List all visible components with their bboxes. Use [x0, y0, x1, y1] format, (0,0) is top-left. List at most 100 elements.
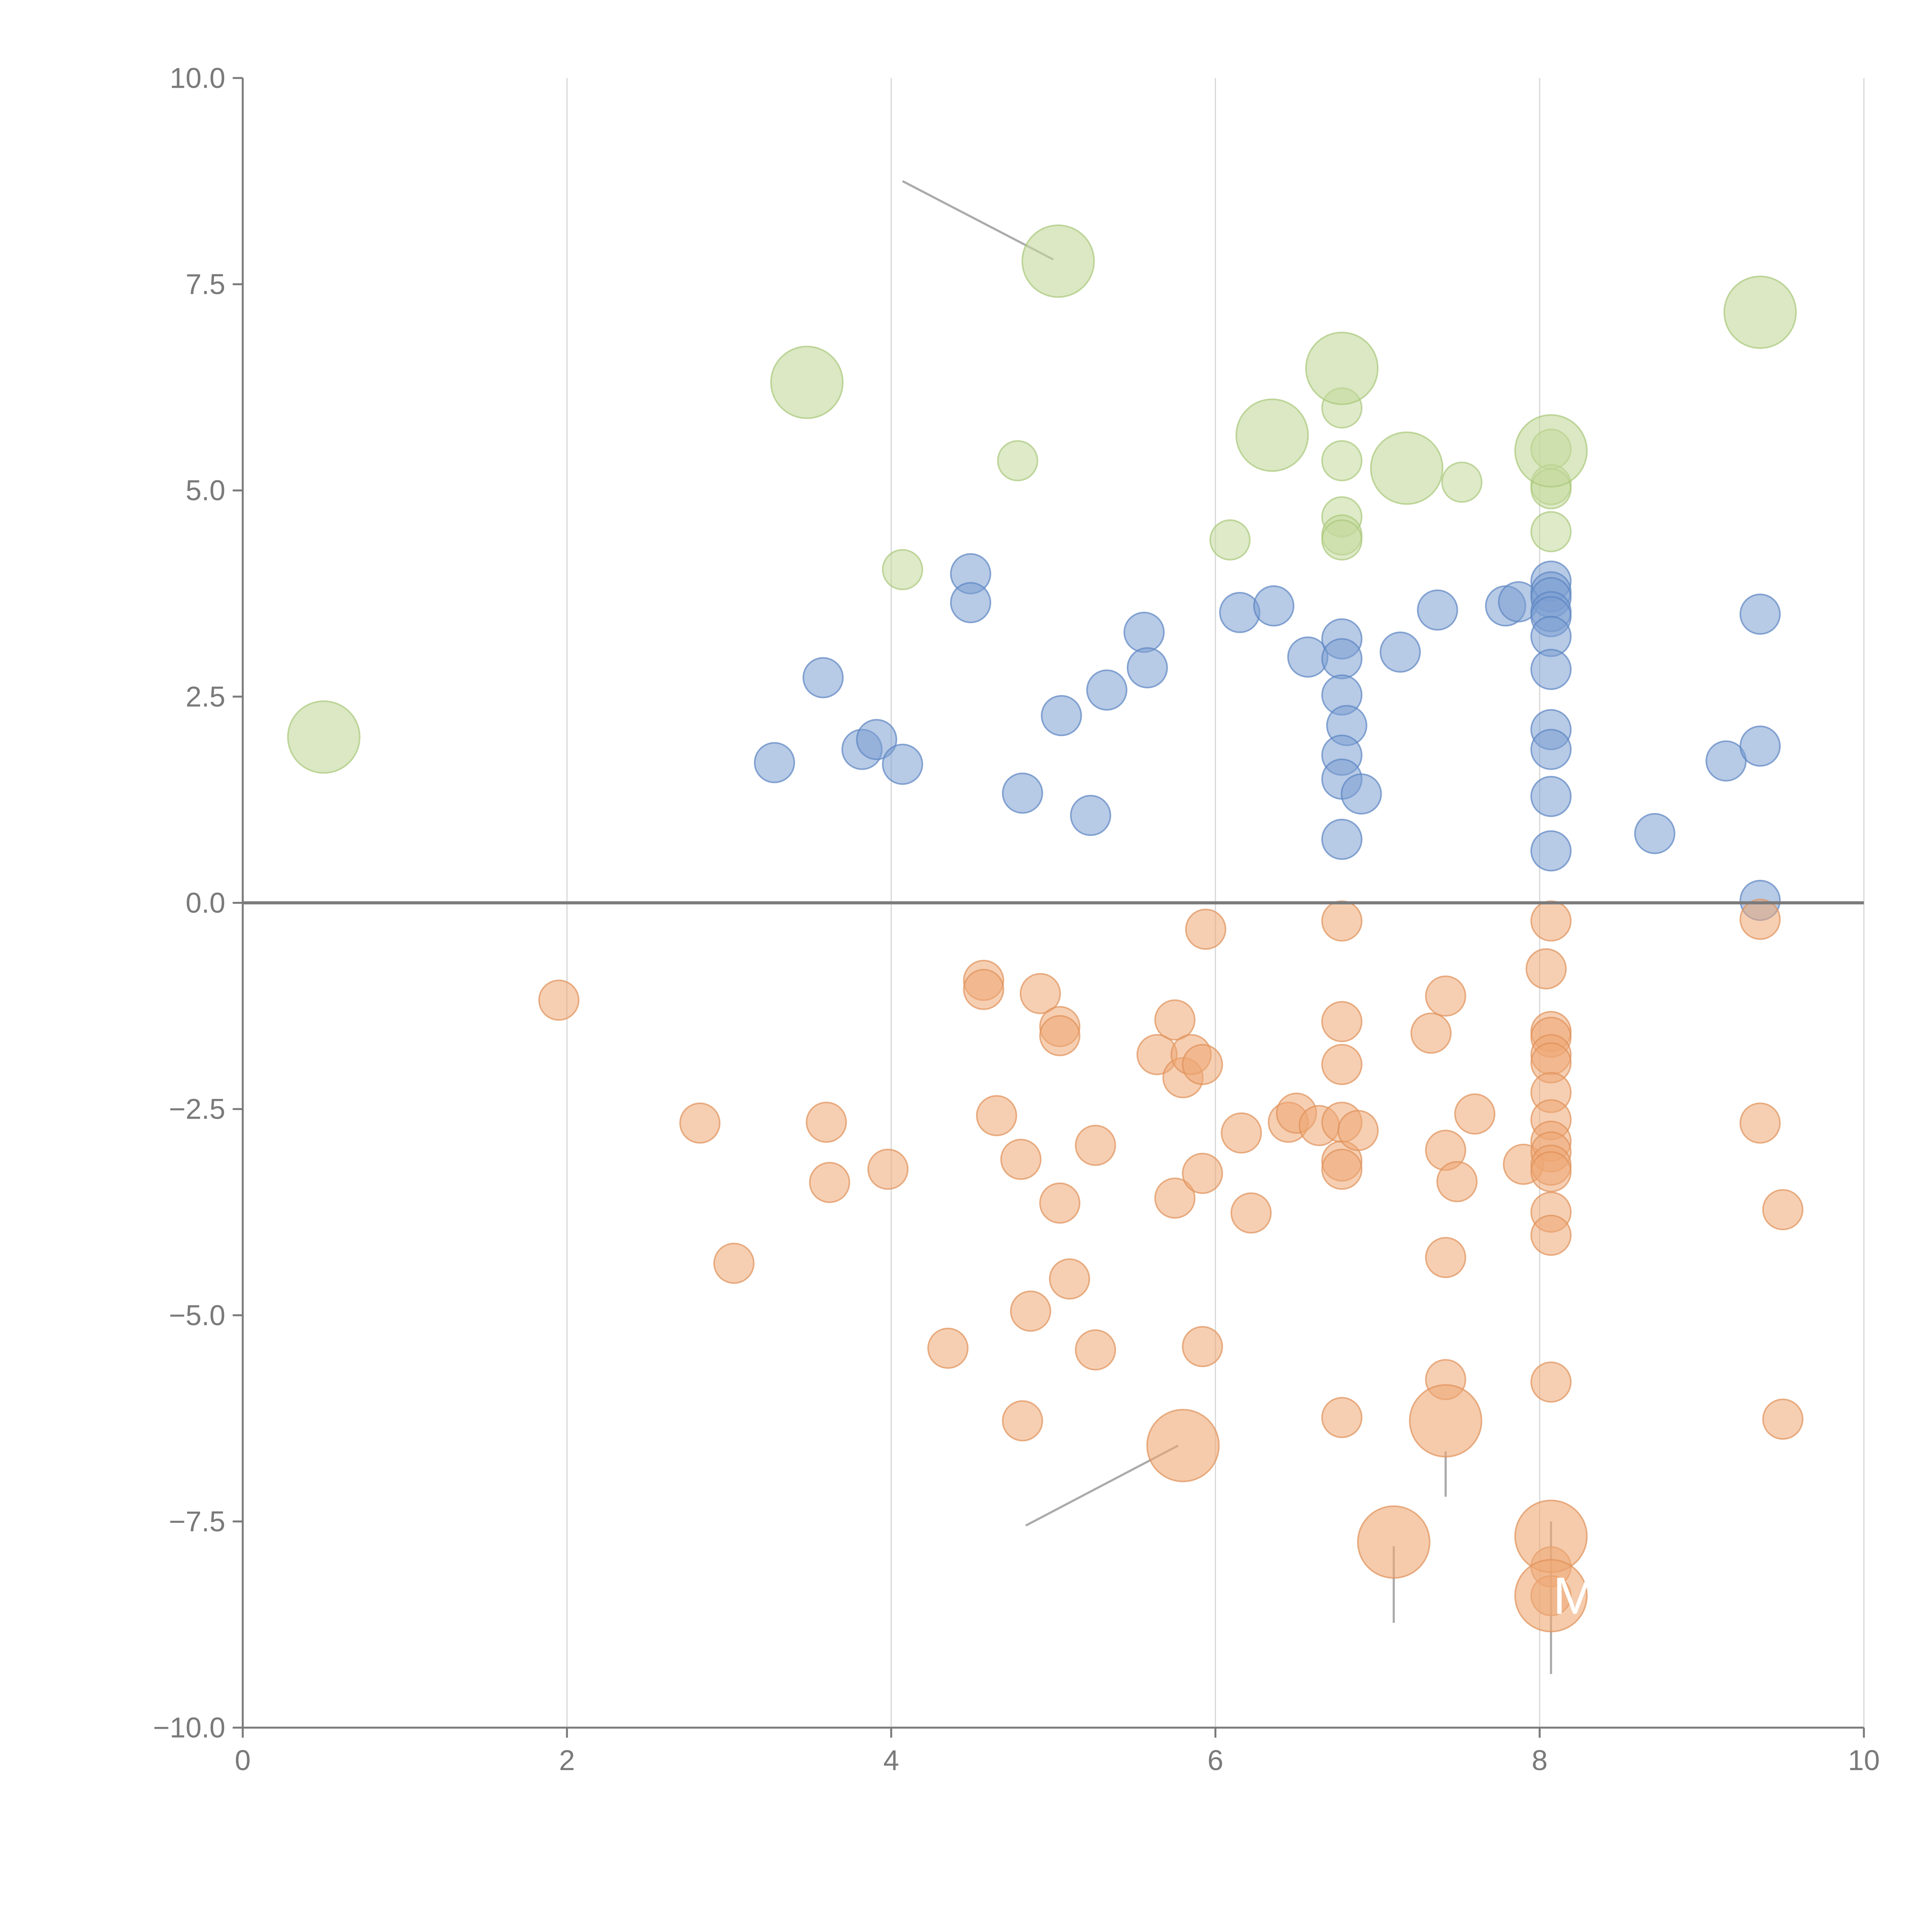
data-point-orange	[1321, 900, 1363, 942]
data-point-green	[1441, 461, 1483, 503]
data-point-orange	[1010, 1290, 1051, 1332]
y-tick-label: 0.0	[185, 887, 225, 919]
annotations: M	[1553, 1566, 1597, 1625]
data-point-orange	[1075, 1124, 1116, 1166]
large-bubbles	[287, 224, 1797, 1633]
data-point-orange	[1762, 1398, 1804, 1440]
data-point-blue	[1123, 612, 1165, 653]
data-point-orange	[963, 969, 1004, 1010]
x-tick-label: 10	[1848, 1744, 1880, 1776]
data-point-orange	[1182, 1326, 1223, 1367]
data-point-orange	[1321, 1397, 1363, 1438]
data-point-orange	[1182, 1044, 1223, 1085]
data-point-orange	[1185, 908, 1226, 950]
data-point-orange	[1221, 1112, 1262, 1154]
data-bubble	[287, 700, 361, 774]
data-point-orange	[1049, 1258, 1090, 1300]
data-point-orange	[1762, 1189, 1804, 1230]
data-points	[538, 387, 1804, 1616]
data-point-orange	[1321, 1148, 1363, 1190]
data-point-blue	[1070, 794, 1111, 836]
data-point-orange	[1436, 1161, 1478, 1202]
data-point-orange	[1425, 975, 1466, 1017]
data-point-orange	[1182, 1153, 1223, 1194]
x-tick-label: 4	[883, 1744, 899, 1776]
data-point-orange	[809, 1162, 850, 1203]
data-point-orange	[867, 1148, 909, 1190]
data-point-orange	[976, 1095, 1017, 1136]
data-point-green	[882, 549, 923, 590]
data-point-blue	[1002, 772, 1043, 814]
data-point-blue	[1127, 647, 1168, 689]
data-point-blue	[1321, 638, 1363, 679]
data-point-orange	[1337, 1110, 1379, 1151]
data-point-blue	[1340, 773, 1382, 815]
data-point-blue	[1634, 813, 1675, 854]
data-point-blue	[1530, 729, 1572, 770]
x-tick-label: 2	[559, 1744, 575, 1776]
data-point-blue	[1530, 649, 1572, 690]
y-tick-label: 7.5	[185, 268, 225, 300]
data-point-blue	[802, 657, 844, 699]
data-point-orange	[538, 980, 580, 1021]
y-tick-label: −5.0	[169, 1299, 225, 1331]
data-point-orange	[1039, 1182, 1081, 1224]
data-point-blue	[882, 743, 923, 785]
data-point-orange	[1530, 1151, 1572, 1192]
data-point-blue	[1530, 830, 1572, 872]
data-point-orange	[1530, 1214, 1572, 1256]
data-point-blue	[1530, 776, 1572, 817]
data-point-blue	[754, 742, 795, 783]
tick-labels: 10.0 7.5 5.0 2.5 0.0 −2.5 −5.0 −7.5 −10.0 0 2 4 6 8 10	[153, 62, 1880, 1776]
data-point-blue	[1219, 592, 1260, 633]
data-point-orange	[1425, 1237, 1466, 1278]
data-point-blue	[1739, 725, 1781, 767]
data-point-orange	[1454, 1093, 1496, 1135]
y-tick-label: −7.5	[169, 1505, 225, 1537]
data-point-orange	[713, 1243, 755, 1284]
data-point-blue	[950, 582, 992, 623]
data-bubble	[1146, 1409, 1220, 1483]
data-point-green	[997, 440, 1038, 481]
data-point-orange	[1530, 1361, 1572, 1403]
data-point-orange	[1000, 1139, 1042, 1180]
data-bubble	[1514, 1559, 1588, 1633]
data-bubble	[1409, 1384, 1483, 1458]
data-bubble	[1305, 332, 1379, 405]
data-point-green	[1530, 511, 1572, 553]
data-point-orange	[1526, 948, 1567, 990]
data-point-orange	[679, 1102, 721, 1144]
data-point-orange	[1039, 1015, 1081, 1056]
y-tick-label: 2.5	[185, 680, 225, 713]
data-point-orange	[1321, 1044, 1363, 1085]
data-point-blue	[856, 719, 897, 760]
data-bubble	[1021, 224, 1095, 298]
data-point-orange	[1020, 973, 1061, 1014]
data-point-orange	[1739, 1102, 1781, 1144]
data-point-green	[1209, 519, 1251, 561]
data-point-green	[1321, 519, 1363, 561]
data-bubble	[770, 345, 844, 419]
data-point-orange	[1230, 1192, 1272, 1234]
annotation-label: M	[1553, 1566, 1597, 1625]
data-point-blue	[1253, 585, 1294, 627]
data-point-orange	[1154, 999, 1196, 1041]
data-point-orange	[1739, 898, 1781, 940]
data-bubble	[1357, 1505, 1430, 1579]
data-point-blue	[1379, 631, 1421, 673]
data-point-blue	[1086, 669, 1128, 711]
data-point-orange	[1530, 900, 1572, 942]
data-point-orange	[927, 1327, 969, 1369]
data-point-orange	[1410, 1012, 1452, 1054]
x-tick-label: 8	[1532, 1744, 1548, 1776]
y-tick-label: −2.5	[169, 1093, 225, 1125]
data-point-orange	[1321, 1001, 1363, 1043]
axes	[233, 77, 1865, 1738]
data-point-blue	[1321, 818, 1363, 860]
data-point-orange	[1154, 1177, 1196, 1219]
data-bubble	[1514, 414, 1588, 488]
data-bubble	[1370, 431, 1444, 505]
y-tick-label: 5.0	[185, 474, 225, 507]
